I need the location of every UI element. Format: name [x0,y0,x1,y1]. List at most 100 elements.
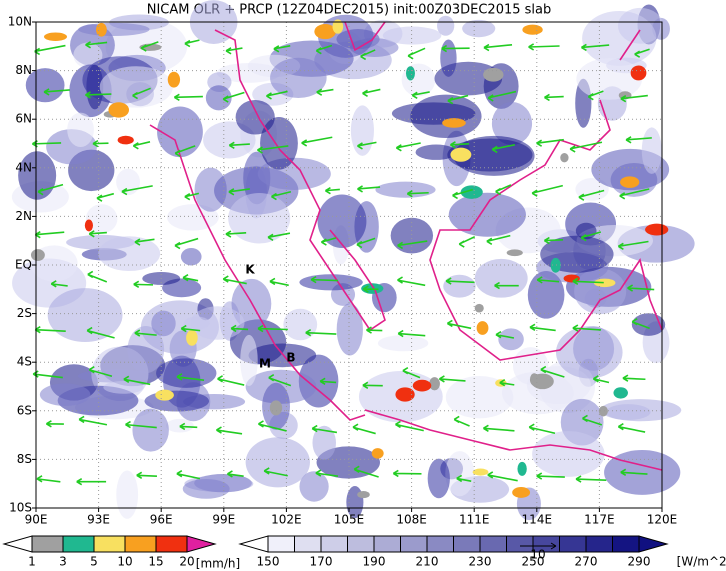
cloud [151,310,176,337]
wind-arrow [491,143,516,154]
wind-arrow [88,366,113,378]
legends: 1 3 5 10 15 20 [mm/h] 150 170 190 210 230 250 270 290 [… [2,535,726,571]
wind-arrow [222,275,247,285]
wind-arrow [216,426,243,435]
cloud [245,437,310,488]
wind-arrow [528,43,560,51]
wind-arrow [634,48,650,58]
rain-cell [412,379,432,392]
wind-arrow [311,424,338,434]
wind-arrow [569,141,603,153]
rain-cell [460,185,483,199]
wind-arrow [627,284,655,292]
cloud [25,68,65,103]
wind-arrow [356,237,376,249]
cloud [401,63,436,97]
cloud [474,258,528,298]
rain-cell [405,66,415,81]
legend-label: 5 [90,555,98,569]
cloud [132,408,169,452]
rain-cell [96,22,107,37]
wind-arrow [631,318,650,330]
rain-cell [269,400,283,416]
wind-arrow [395,420,424,432]
cloud [462,19,496,38]
wind-arrow [411,91,430,99]
rain-cell [167,71,181,88]
wind-arrow [86,326,115,339]
wind-arrow [132,141,151,150]
wind-arrow [43,88,70,96]
coastline [364,409,663,471]
x-tick-label: 111E [459,513,490,527]
wind-arrow [362,88,381,98]
wind-arrow [458,236,476,248]
x-tick-label: 102E [271,513,302,527]
wind-arrow [620,468,648,477]
cloud [641,127,662,174]
wind-arrow [263,467,288,477]
rain-cell [476,321,489,335]
rain-cell [395,387,415,402]
cloud [390,217,434,254]
wind-arrow [96,192,115,202]
wind-arrow [85,41,108,49]
wind-arrow [134,238,155,246]
legend-swatch [124,535,157,553]
rain-cell [30,249,45,261]
rain-cell [117,135,134,145]
cloud [576,58,643,100]
cloud-field [11,0,695,521]
legend-swatch [426,535,454,553]
legend-label: 290 [628,555,651,569]
wind-arrow [132,87,151,100]
wind-arrow [536,276,560,284]
cloud [445,375,514,419]
legend-swatch [400,535,428,553]
legend-swatch [267,535,295,553]
wind-arrow [406,190,429,198]
wind-arrow [227,470,244,478]
cloud [600,399,682,422]
cloud [85,204,118,234]
cloud [447,138,533,172]
wind-arrow [174,237,199,250]
legend-label: 170 [310,555,333,569]
y-tick-label: 10S [9,501,32,515]
wind-arrow [305,329,337,337]
x-tick-label: 117E [584,513,615,527]
cloud [491,101,533,145]
cloud [203,121,256,159]
cloud [99,66,173,108]
cloud [103,380,144,394]
wind-arrow [140,41,159,52]
wind-arrow [357,141,377,150]
cloud [437,15,455,36]
wind-arrow [397,240,428,250]
rain-cell [483,67,504,82]
rain-cell [517,461,527,476]
wind-arrow [487,471,518,482]
wind-arrow [134,329,157,337]
y-tick-label: 4N [15,160,32,174]
place-label: B [286,351,295,365]
rain-cell [550,257,561,273]
wind-arrow [487,90,517,102]
cloud [377,335,429,352]
wind-arrow [617,423,646,433]
legend-label: 1 [28,555,36,569]
cloud [73,42,103,68]
wind-arrow [257,145,289,154]
legend-cap [238,535,269,553]
wind-arrow [357,185,381,193]
wind-arrow [136,471,157,480]
legend-swatch [453,535,481,553]
coastline [214,29,386,332]
cloud [317,194,367,248]
wind-arrow [325,186,340,195]
wind-arrow [438,375,466,383]
wind-arrow [531,184,563,197]
wind-arrow [536,472,565,480]
legend-swatch [31,535,64,553]
wind-arrow [622,374,646,382]
